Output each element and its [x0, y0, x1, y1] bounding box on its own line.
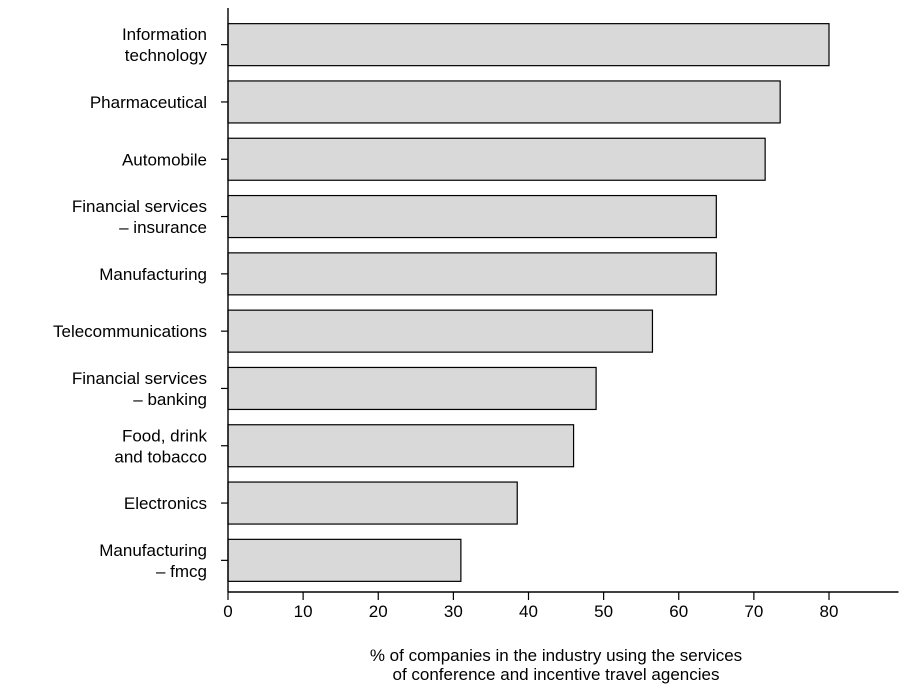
- category-label: Manufacturing: [99, 265, 207, 284]
- category-label: technology: [125, 46, 208, 65]
- x-tick-label: 60: [669, 602, 688, 621]
- category-label: Pharmaceutical: [90, 93, 207, 112]
- bar: [227, 23, 830, 67]
- x-ticks-group: 0 10 20 30 40 50 60 70 80: [223, 592, 838, 621]
- bar: [227, 538, 462, 582]
- category-label: – banking: [133, 390, 207, 409]
- bar: [227, 137, 766, 181]
- bar: [227, 481, 518, 525]
- category-label: – fmcg: [156, 562, 207, 581]
- category-label: Financial services: [72, 197, 207, 216]
- category-label: Food, drink: [122, 426, 208, 445]
- category-label: Financial services: [72, 369, 207, 388]
- x-tick-label: 20: [369, 602, 388, 621]
- x-axis-title-line: % of companies in the industry using the…: [370, 646, 742, 665]
- bar: [227, 194, 717, 239]
- category-label: Telecommunications: [53, 322, 207, 341]
- category-label: – insurance: [119, 218, 207, 237]
- bar: [227, 80, 781, 124]
- x-tick-label: 50: [594, 602, 613, 621]
- x-axis-title-line: of conference and incentive travel agenc…: [393, 665, 720, 684]
- x-tick-label: 70: [744, 602, 763, 621]
- category-label: and tobacco: [114, 447, 207, 466]
- bar: [227, 252, 717, 296]
- x-tick-label: 80: [820, 602, 839, 621]
- bar: [227, 366, 597, 411]
- category-label: Automobile: [122, 150, 207, 169]
- category-label: Manufacturing: [99, 541, 207, 560]
- bars-group: [227, 23, 830, 582]
- x-tick-label: 10: [294, 602, 313, 621]
- bar: [227, 309, 654, 353]
- category-label: Information: [122, 25, 207, 44]
- bar: [227, 424, 575, 468]
- x-tick-label: 30: [444, 602, 463, 621]
- x-axis-title: % of companies in the industry using the…: [370, 646, 742, 684]
- x-tick-label: 40: [519, 602, 538, 621]
- x-tick-label: 0: [223, 602, 232, 621]
- category-labels-group: Information technology Pharmaceutical Autom…: [53, 25, 228, 581]
- category-label: Electronics: [124, 494, 207, 513]
